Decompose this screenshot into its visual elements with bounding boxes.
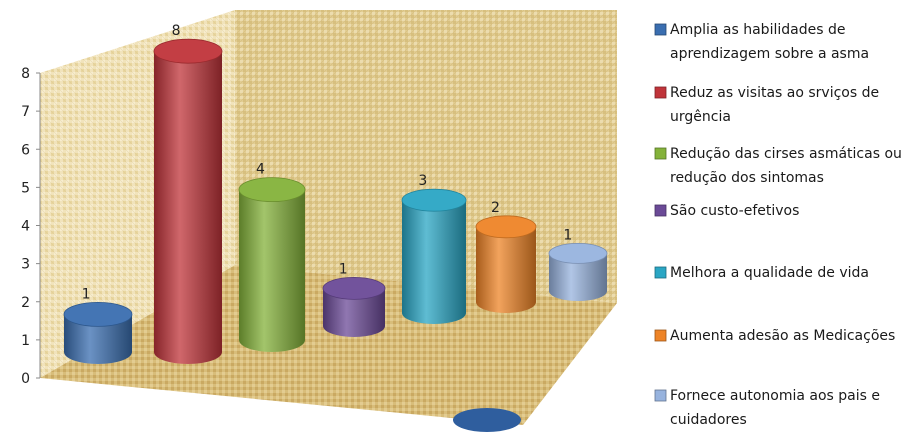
data-label: 1 (339, 261, 348, 277)
legend: Amplia as habilidades de aprendizagem sob… (654, 22, 902, 428)
bar-top (475, 215, 537, 239)
data-label: 1 (82, 286, 91, 302)
bar-body (154, 51, 222, 364)
legend-label: São custo-efetivos (670, 203, 799, 219)
legend-label: aprendizagem sobre a asma (670, 46, 869, 62)
legend-label: Redução das cirses asmáticas ou (670, 146, 902, 162)
y-axis-ticks: 0 1 2 3 4 5 6 7 8 (21, 66, 40, 387)
legend-item-6: Aumenta adesão as Medicações (654, 328, 895, 344)
y-tick-label: 7 (21, 104, 30, 120)
data-label: 1 (563, 227, 572, 243)
bar-body (323, 288, 385, 337)
bar-top (238, 177, 306, 203)
y-tick-label: 6 (21, 142, 30, 158)
bar-top (153, 38, 223, 64)
legend-item-4: São custo-efetivos (654, 203, 799, 219)
bars (63, 38, 608, 432)
bar-6 (475, 215, 537, 313)
floor-ellipse (453, 408, 521, 432)
data-label: 8 (172, 23, 181, 39)
legend-swatch (654, 147, 667, 160)
bar-top (63, 301, 133, 327)
legend-item-1: Amplia as habilidades de aprendizagem sob… (654, 22, 869, 62)
bar-body (549, 253, 607, 301)
legend-label: Reduz as visitas ao srviços de (670, 85, 879, 101)
bar-4 (322, 276, 386, 337)
legend-swatch (654, 86, 667, 99)
y-tick-label: 1 (21, 333, 30, 349)
legend-label: Aumenta adesão as Medicações (670, 328, 895, 344)
y-tick-label: 5 (21, 180, 30, 196)
y-tick-label: 8 (21, 66, 30, 82)
legend-item-3: Redução das cirses asmáticas ou redução d… (654, 146, 902, 186)
bar-body (239, 189, 305, 352)
data-label: 3 (418, 173, 427, 189)
data-label: 4 (256, 162, 265, 178)
legend-label: Melhora a qualidade de vida (670, 265, 869, 281)
bar-5 (401, 188, 467, 324)
legend-swatch (654, 266, 667, 279)
legend-item-2: Reduz as visitas ao srviços de urgência (654, 85, 879, 125)
bar-top (322, 276, 386, 300)
legend-swatch (654, 23, 667, 36)
legend-label: Amplia as habilidades de (670, 22, 845, 38)
y-tick-label: 4 (21, 219, 30, 235)
legend-swatch (654, 389, 667, 402)
bar-1 (63, 301, 133, 364)
legend-item-7: Fornece autonomia aos pais e cuidadores (654, 388, 880, 428)
bar-7 (548, 242, 608, 301)
legend-swatch (654, 329, 667, 342)
bar-body (64, 314, 132, 364)
bar-top (548, 242, 608, 264)
y-tick-label: 0 (21, 371, 30, 387)
legend-label: urgência (670, 109, 731, 125)
legend-label: cuidadores (670, 412, 747, 428)
bar-top (401, 188, 467, 212)
data-label: 2 (491, 200, 500, 216)
y-tick-label: 2 (21, 295, 30, 311)
data-labels: 1 8 4 1 3 2 1 (82, 23, 573, 302)
legend-swatch (654, 204, 667, 217)
bar-2 (153, 38, 223, 364)
legend-label: redução dos sintomas (670, 170, 824, 186)
bar-body (476, 226, 536, 313)
bar-3 (238, 177, 306, 352)
legend-label: Fornece autonomia aos pais e (670, 388, 880, 404)
legend-item-5: Melhora a qualidade de vida (654, 265, 869, 281)
bar-body (402, 200, 466, 324)
y-tick-label: 3 (21, 257, 30, 273)
